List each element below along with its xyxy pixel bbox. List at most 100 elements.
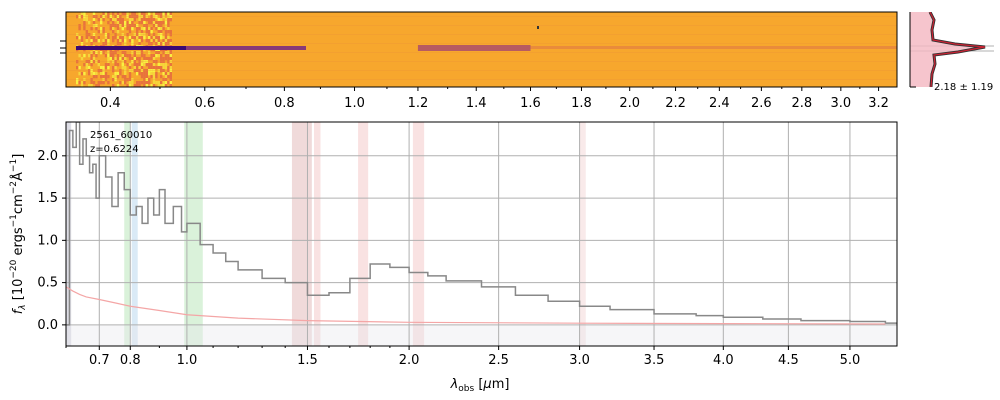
spectrum-2d-pixel	[169, 63, 172, 67]
spectrum-2d-pixel	[114, 63, 117, 67]
spectrum-2d-pixel	[140, 60, 144, 64]
spectrum-2d-pixel	[148, 51, 151, 55]
spectrum-2d-pixel	[164, 18, 168, 22]
spectrum-2d-pixel	[114, 78, 117, 82]
spectrum-2d-pixel	[164, 54, 168, 58]
spectrum-2d-pixel	[162, 63, 165, 67]
spectrum-2d-pixel	[157, 36, 160, 40]
spectrum-2d-pixel	[80, 15, 84, 19]
spectrum-2d-pixel	[131, 12, 134, 16]
spectrum-2d-pixel	[167, 66, 170, 70]
spectrum-2d-pixel	[169, 60, 172, 64]
spectrum-2d-pixel	[95, 39, 98, 43]
spectrum-2d-pixel	[162, 78, 165, 82]
spectrum-2d-pixel	[109, 18, 112, 22]
spectrum-2d-pixel	[140, 75, 144, 79]
spectrum-2d-pixel	[160, 12, 163, 16]
spectrum-2d-pixel	[162, 21, 165, 25]
trace-core	[76, 46, 186, 50]
spectrum-2d-pixel	[162, 15, 165, 19]
spectrum-2d-pixel	[76, 60, 79, 64]
spectrum-1d-panel: 0.7 0.8 1.0 1.5 2.0 2.5 3.0 3.5 4.0 4.5 5.0 0.0 0.5…	[9, 121, 898, 394]
spectrum-2d-pixel	[148, 30, 151, 34]
x-axis-label: λobs [μm]	[450, 377, 510, 394]
spectrum-2d-pixel	[126, 54, 129, 58]
spectrum-2d-pixel	[143, 63, 146, 67]
spectrum-2d-xtick-label: 0.8	[274, 96, 295, 111]
spectrum-2d-pixel	[88, 69, 91, 73]
x-tick-label: 3.0	[569, 353, 590, 368]
spectrum-2d-pixel	[102, 27, 105, 31]
spectrum-2d-pixel	[160, 75, 163, 79]
spectrum-2d-pixel	[102, 39, 105, 43]
spectrum-2d-pixel	[150, 69, 153, 73]
spectrum-2d-stripe	[66, 43, 897, 44]
spectrum-2d-pixel	[162, 72, 165, 76]
spectrum-2d-pixel	[140, 30, 144, 34]
spectrum-2d-pixel	[164, 39, 168, 43]
spectrum-2d-pixel	[169, 33, 172, 37]
spectrum-2d-pixel	[131, 21, 134, 25]
spectrum-2d-pixel	[90, 27, 93, 31]
spectrum-2d-pixel	[124, 75, 127, 79]
spectrum-2d-pixel	[138, 66, 141, 70]
spectrum-2d-stripe	[66, 34, 897, 35]
spectrum-2d-pixel	[155, 51, 158, 55]
spectrum-2d-pixel	[107, 66, 110, 70]
spectrum-2d-pixel	[90, 36, 93, 40]
spectrum-2d-pixel	[157, 69, 160, 73]
spectrum-2d-pixel	[138, 51, 141, 55]
spectrum-2d-pixel	[80, 42, 84, 46]
spectrum-2d-pixel	[100, 72, 103, 76]
spectrum-2d-pixel	[116, 57, 120, 61]
spectrum-2d-pixel	[145, 30, 148, 34]
spectrum-2d-pixel	[85, 33, 88, 37]
spectrum-2d-pixel	[112, 24, 115, 28]
spectrum-2d-pixel	[148, 66, 151, 70]
spectrum-2d-pixel	[148, 57, 151, 61]
spectrum-2d-pixel	[169, 39, 172, 43]
spectrum-2d-pixel	[107, 63, 110, 67]
spectrum-2d-pixel	[162, 60, 165, 64]
spectrum-2d-pixel	[92, 21, 96, 25]
spectrum-2d-pixel	[150, 66, 153, 70]
spectrum-2d-pixel	[136, 63, 139, 67]
spectrum-2d-pixel	[100, 27, 103, 31]
spectrum-2d-pixel	[136, 69, 139, 73]
spectrum-2d-pixel	[121, 12, 124, 16]
spectrum-2d-pixel	[92, 24, 96, 28]
spectrum-2d-pixel	[133, 69, 136, 73]
spectrum-2d-pixel	[83, 21, 86, 25]
spectrum-2d-pixel	[160, 60, 163, 64]
spectrum-2d-pixel	[145, 78, 148, 82]
spectrum-2d-xtick-label: 1.0	[344, 96, 365, 111]
spectrum-2d-pixel	[155, 21, 158, 25]
spectrum-2d-pixel	[145, 57, 148, 61]
spectrum-2d-pixel	[138, 60, 141, 64]
spectrum-2d-pixel	[145, 63, 148, 67]
spectrum-2d-pixel	[157, 84, 160, 87]
spectrum-2d-pixel	[157, 18, 160, 22]
spectrum-2d-pixel	[128, 66, 132, 70]
profile-plot	[910, 12, 994, 87]
x-tick-label: 2.5	[488, 353, 509, 368]
spectrum-2d-pixel	[90, 60, 93, 64]
spectrum-2d-pixel	[107, 54, 110, 58]
spectrum-2d-stripe	[66, 70, 897, 71]
spectrum-2d-pixel	[133, 66, 136, 70]
spectrum-2d-pixel	[152, 21, 156, 25]
spectrum-2d-pixel	[128, 69, 132, 73]
spectrum-2d-pixel	[162, 36, 165, 40]
spectrum-2d-pixel	[126, 21, 129, 25]
spectrum-2d-pixel	[114, 57, 117, 61]
spectrum-2d-pixel	[145, 27, 148, 31]
spectrum-2d-pixel	[128, 54, 132, 58]
profile-model-line	[929, 12, 986, 87]
spectrum-2d-stripe	[66, 61, 897, 62]
spectrum-2d-pixel	[90, 51, 93, 55]
spectrum-2d-pixel	[116, 54, 120, 58]
spectrum-2d-pixel	[155, 36, 158, 40]
spectrum-2d-pixel	[92, 15, 96, 19]
spectrum-2d-pixel	[114, 18, 117, 22]
spectrum-2d-pixel	[121, 54, 124, 58]
